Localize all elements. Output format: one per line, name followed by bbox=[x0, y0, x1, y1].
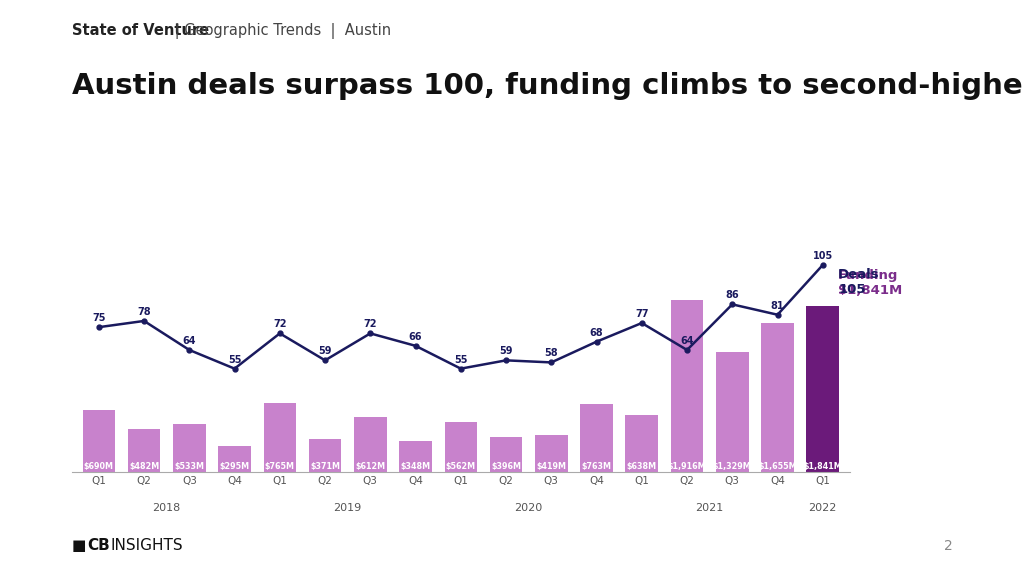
Text: 81: 81 bbox=[771, 301, 784, 310]
Text: $396M: $396M bbox=[492, 462, 521, 471]
Text: | Geographic Trends  |  Austin: | Geographic Trends | Austin bbox=[170, 23, 391, 39]
Text: 72: 72 bbox=[364, 319, 377, 329]
Text: $1,841M: $1,841M bbox=[804, 462, 842, 471]
Text: 64: 64 bbox=[680, 336, 694, 346]
Text: CB: CB bbox=[87, 538, 110, 553]
Text: 55: 55 bbox=[454, 355, 468, 365]
Text: Funding
$1,841M: Funding $1,841M bbox=[838, 269, 902, 297]
Bar bbox=[263, 403, 296, 472]
Bar bbox=[128, 429, 161, 472]
Bar bbox=[489, 437, 522, 472]
Bar bbox=[581, 404, 612, 472]
Bar bbox=[807, 306, 839, 472]
Text: 2019: 2019 bbox=[334, 503, 361, 513]
Text: 58: 58 bbox=[545, 348, 558, 358]
Bar bbox=[354, 417, 387, 472]
Text: $1,916M: $1,916M bbox=[668, 462, 707, 471]
Bar bbox=[399, 441, 432, 472]
Text: $763M: $763M bbox=[582, 462, 611, 471]
Text: $638M: $638M bbox=[627, 462, 656, 471]
Text: 77: 77 bbox=[635, 309, 648, 319]
Text: State of Venture: State of Venture bbox=[72, 23, 209, 38]
Text: 68: 68 bbox=[590, 328, 603, 338]
Text: 2018: 2018 bbox=[153, 503, 181, 513]
Bar bbox=[173, 425, 206, 472]
Text: 59: 59 bbox=[500, 346, 513, 357]
Text: 59: 59 bbox=[318, 346, 332, 357]
Text: 72: 72 bbox=[273, 319, 287, 329]
Text: 75: 75 bbox=[92, 313, 105, 323]
Text: 2021: 2021 bbox=[695, 503, 724, 513]
Text: 78: 78 bbox=[137, 307, 151, 317]
Text: $295M: $295M bbox=[219, 462, 250, 471]
Bar bbox=[716, 353, 749, 472]
Text: $690M: $690M bbox=[84, 462, 114, 471]
Text: 105: 105 bbox=[813, 251, 833, 261]
Text: $562M: $562M bbox=[445, 462, 476, 471]
Text: $348M: $348M bbox=[400, 462, 431, 471]
Text: 2: 2 bbox=[943, 539, 952, 553]
Text: 2022: 2022 bbox=[809, 503, 837, 513]
Text: INSIGHTS: INSIGHTS bbox=[111, 538, 183, 553]
Text: ■: ■ bbox=[72, 538, 91, 553]
Text: $482M: $482M bbox=[129, 462, 159, 471]
Bar bbox=[444, 422, 477, 472]
Text: 55: 55 bbox=[227, 355, 242, 365]
Bar bbox=[83, 410, 115, 472]
Text: $1,329M: $1,329M bbox=[713, 462, 752, 471]
Text: $533M: $533M bbox=[174, 462, 205, 471]
Text: 66: 66 bbox=[409, 332, 422, 342]
Text: $419M: $419M bbox=[537, 462, 566, 471]
Text: $765M: $765M bbox=[265, 462, 295, 471]
Text: Deals
105: Deals 105 bbox=[838, 268, 880, 296]
Bar bbox=[309, 439, 341, 472]
Text: $612M: $612M bbox=[355, 462, 385, 471]
Bar bbox=[535, 434, 567, 472]
Text: 2020: 2020 bbox=[514, 503, 543, 513]
Text: 86: 86 bbox=[725, 290, 739, 300]
Text: 64: 64 bbox=[182, 336, 196, 346]
Bar bbox=[626, 415, 658, 472]
Text: $1,655M: $1,655M bbox=[758, 462, 797, 471]
Text: Austin deals surpass 100, funding climbs to second-highest level in Q1’22: Austin deals surpass 100, funding climbs… bbox=[72, 72, 1024, 100]
Bar bbox=[671, 300, 703, 472]
Bar bbox=[218, 446, 251, 472]
Text: $371M: $371M bbox=[310, 462, 340, 471]
Bar bbox=[761, 323, 794, 472]
